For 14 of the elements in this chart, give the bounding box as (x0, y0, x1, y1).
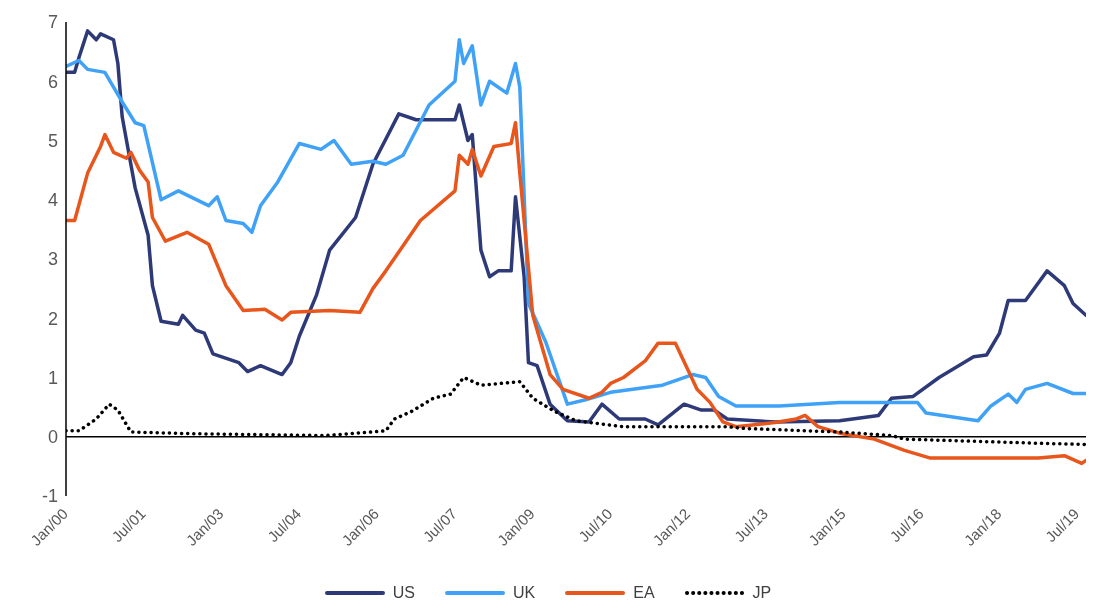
y-tick-label: 0 (47, 427, 58, 448)
y-tick-label: -1 (41, 486, 58, 507)
y-tick-label: 5 (47, 130, 58, 151)
y-tick-label: 4 (47, 190, 58, 211)
legend-label: EA (633, 584, 655, 602)
y-tick-label: 1 (47, 367, 58, 388)
line-series (66, 120, 1086, 466)
legend-label: UK (512, 584, 536, 602)
y-tick-label: 7 (47, 12, 58, 33)
y-tick-label: 6 (47, 71, 58, 92)
legend-label: JP (752, 584, 772, 602)
y-tick-label: 2 (47, 308, 58, 329)
y-tick-label: 3 (47, 249, 58, 270)
legend-label: US (392, 584, 415, 602)
